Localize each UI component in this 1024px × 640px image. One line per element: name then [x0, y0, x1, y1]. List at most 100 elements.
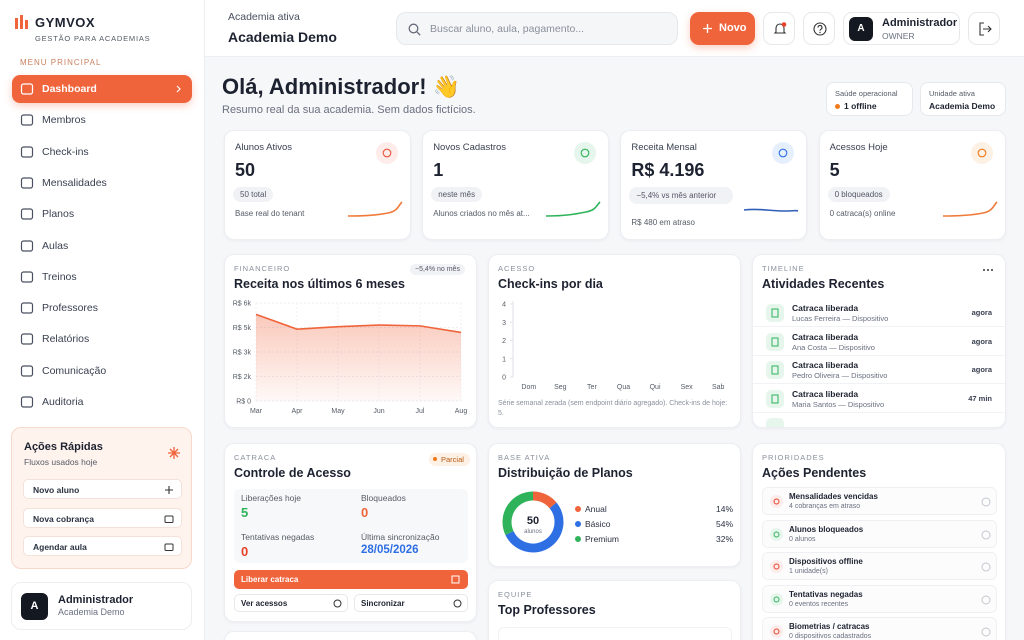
header-user[interactable]: A Administrador OWNER [843, 12, 960, 45]
checkins-chart: 0 1 2 3 4 Dom Seg Ter Qua Qui Sex Sab [502, 301, 725, 391]
menu-icon [20, 83, 34, 95]
line [255, 313, 462, 334]
x-tick-label: Qui [650, 384, 661, 391]
menu-label: Mensalidades [42, 176, 107, 189]
menu-item[interactable]: Auditoria [12, 388, 192, 416]
pending-sub: 0 eventos recentes [789, 600, 849, 608]
donut-center-value: 50 [527, 515, 539, 527]
status-chip: Saúde operacional 1 offline [826, 82, 913, 116]
menu-item[interactable]: Check-ins [12, 138, 192, 166]
kpi-glyph [779, 148, 788, 158]
donut-slice [532, 491, 557, 509]
quick-action[interactable]: Novo aluno [23, 479, 182, 499]
search-box[interactable]: Buscar aluno, aula, pagamento... [396, 12, 678, 45]
status-dot [433, 457, 437, 461]
menu-label: Aulas [42, 239, 69, 252]
stat-value: 0 [241, 544, 249, 559]
sparkline [347, 201, 403, 217]
menu-icon [20, 239, 34, 252]
timeline-time: 47 min [968, 393, 992, 403]
menu-label: Planos [42, 208, 75, 221]
context-label: Academia ativa [228, 11, 300, 23]
menu-item[interactable]: Relatórios [12, 325, 192, 353]
menu-icon [20, 208, 34, 220]
menu-label: Membros [42, 114, 86, 127]
stats-box: Liberações hoje 5 Bloqueados 0 Tentativas ne… [234, 489, 468, 563]
action-icon [333, 599, 342, 608]
sparkline [546, 201, 601, 217]
primary-action[interactable]: Liberar catraca [234, 570, 468, 589]
pending-item[interactable]: Tentativas negadas 0 eventos recentes [762, 584, 997, 613]
menu-item[interactable]: Membros [12, 106, 192, 134]
legend-label: Premium [585, 534, 619, 544]
pending-item[interactable]: Biometrias / catracas 0 dispositivos cada… [762, 617, 997, 640]
quick-label: Nova cobrança [33, 513, 94, 524]
y-tick-label: 3 [502, 320, 506, 327]
pending-item[interactable]: Dispositivos offline 1 unidade(s) [762, 552, 997, 580]
dot [987, 269, 989, 271]
timeline-item: Catraca liberada Ana Costa — Dispositivo a… [753, 328, 1005, 356]
area [256, 314, 461, 401]
secondary-action[interactable]: Ver acessos [234, 594, 348, 612]
legend-dot [575, 536, 581, 542]
search-icon [408, 23, 421, 36]
sparkline-path [942, 201, 998, 217]
kpi-icon [772, 142, 795, 164]
pending-item[interactable]: Alunos bloqueados 0 alunos [762, 519, 997, 548]
avatar: A [21, 593, 48, 620]
timeline-sub: Ana Costa — Dispositivo [792, 342, 875, 352]
kpi-value: 50 [235, 160, 256, 180]
bell-button[interactable] [763, 12, 795, 45]
status-label: Unidade ativa [929, 89, 975, 98]
menu-label: Comunicação [42, 364, 107, 377]
menu-item[interactable]: Aulas [12, 232, 192, 260]
new-button[interactable]: Novo [690, 12, 755, 45]
secondary-action[interactable]: Sincronizar [354, 594, 468, 612]
menu-item[interactable]: Planos [12, 200, 192, 228]
menu-item[interactable]: Dashboard [12, 75, 192, 103]
stat-value: 5 [241, 505, 249, 520]
kpi-label: Receita Mensal [631, 142, 697, 153]
eyebrow: CATRACA [234, 453, 277, 462]
timeline-title: Catraca liberada [792, 303, 859, 313]
menu-item[interactable]: Comunicação [12, 357, 192, 385]
eyebrow: EQUIPE [498, 590, 533, 599]
help-button[interactable] [803, 12, 835, 45]
primary-action-label: Liberar catraca [241, 575, 299, 584]
plus-icon [703, 24, 712, 33]
chart-badge: −5,4% no mês [410, 264, 465, 275]
logout-button[interactable] [968, 12, 1000, 45]
card-title: Distribuição de Planos [498, 466, 633, 480]
y-tick-label: R$ 6k [233, 301, 252, 308]
pending-sub: 0 alunos [789, 535, 816, 543]
icon-shape [20, 365, 34, 377]
action-icon [451, 575, 460, 584]
teachers-placeholder [498, 627, 732, 640]
kpi-badge: 50 total [233, 187, 274, 202]
quick-action[interactable]: Nova cobrança [23, 507, 182, 528]
logout-icon [979, 22, 992, 36]
check-circle [981, 595, 991, 604]
status-value: Academia Demo [929, 101, 996, 111]
chevron [176, 85, 181, 93]
pending-item[interactable]: Mensalidades vencidas 4 cobranças em atra… [762, 487, 997, 515]
glyph [773, 596, 780, 602]
glyph [771, 308, 779, 318]
menu-label: MENU PRINCIPAL [20, 58, 102, 67]
menu-item[interactable]: Professores [12, 294, 192, 322]
kpi-glyph [580, 148, 590, 158]
menu-item[interactable]: Mensalidades [12, 169, 192, 197]
icon-shape [20, 302, 34, 314]
quick-action[interactable]: Agendar aula [23, 536, 182, 556]
glyph [773, 531, 780, 537]
new-label: Novo [719, 22, 747, 34]
menu-item[interactable]: Treinos [12, 263, 192, 291]
menu-icon [20, 145, 34, 158]
kpi-label: Novos Cadastros [433, 142, 507, 153]
pending-icon [770, 625, 783, 638]
sparkle-icon [168, 447, 180, 459]
y-tick-label: R$ 5k [233, 325, 252, 332]
help-icon [813, 22, 827, 36]
kpi-badge: 0 bloqueados [827, 187, 890, 202]
